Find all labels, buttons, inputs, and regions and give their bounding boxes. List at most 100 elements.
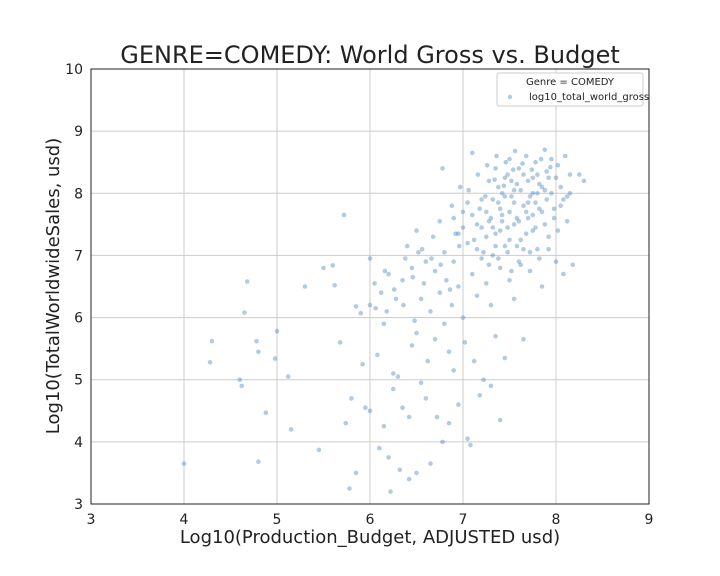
legend-title: Genre = COMEDY <box>526 77 615 88</box>
data-points <box>181 147 587 494</box>
scatter-point <box>256 349 261 355</box>
scatter-point <box>549 156 554 162</box>
scatter-point <box>497 228 503 233</box>
scatter-point <box>493 243 498 249</box>
scatter-point <box>449 203 455 208</box>
y-tick-label: 5 <box>74 373 83 389</box>
scatter-point <box>497 417 503 423</box>
scatter-point <box>377 445 382 451</box>
scatter-point <box>501 183 507 189</box>
y-tick-label: 7 <box>74 248 83 264</box>
scatter-point <box>503 159 509 165</box>
scatter-point <box>505 225 510 230</box>
scatter-point <box>527 250 533 255</box>
scatter-point <box>363 405 368 411</box>
scatter-point <box>490 197 496 202</box>
scatter-point <box>549 191 554 196</box>
scatter-point <box>514 181 520 187</box>
scatter-point <box>518 237 523 243</box>
scatter-point <box>514 215 520 221</box>
scatter-point <box>465 200 470 205</box>
scatter-point <box>373 306 378 311</box>
scatter-point <box>456 402 461 407</box>
x-axis-label: Log10(Production_Budget, ADJUSTED usd) <box>180 527 560 548</box>
scatter-point <box>567 191 573 196</box>
scatter-point <box>451 259 457 264</box>
scatter-point <box>481 377 486 383</box>
scatter-point <box>555 228 561 233</box>
scatter-point <box>527 268 533 274</box>
scatter-point <box>525 215 531 221</box>
scatter-point <box>470 212 475 218</box>
scatter-point <box>507 156 512 162</box>
scatter-point <box>347 486 352 491</box>
scatter-point <box>414 470 419 476</box>
scatter-point <box>516 259 522 264</box>
scatter-point <box>533 200 538 205</box>
scatter-point <box>496 200 501 205</box>
y-tick-label: 3 <box>74 497 83 513</box>
scatter-point <box>456 284 461 289</box>
scatter-point <box>442 321 447 327</box>
scatter-point <box>525 200 531 205</box>
scatter-point <box>440 166 445 171</box>
scatter-point <box>483 194 488 199</box>
scatter-point <box>367 408 373 414</box>
scatter-point <box>409 343 415 348</box>
scatter-point <box>486 262 492 268</box>
scatter-point <box>384 309 390 314</box>
scatter-point <box>484 209 489 215</box>
scatter-point <box>456 231 461 236</box>
scatter-point <box>490 253 496 258</box>
scatter-point <box>425 358 431 364</box>
scatter-point <box>470 271 475 277</box>
scatter-point <box>493 333 498 339</box>
scatter-point <box>544 169 549 174</box>
scatter-point <box>521 172 526 177</box>
scatter-point <box>494 153 499 159</box>
chart-title: GENRE=COMEDY: World Gross vs. Budget <box>120 41 620 69</box>
scatter-point <box>391 371 396 376</box>
scatter-point <box>418 380 424 386</box>
scatter-point <box>418 296 424 302</box>
scatter-point <box>523 209 529 215</box>
scatter-point <box>488 302 494 308</box>
x-tick-label: 3 <box>87 512 96 528</box>
scatter-point <box>401 302 406 308</box>
scatter-point <box>386 271 391 277</box>
scatter-point <box>181 461 187 466</box>
scatter-point <box>516 166 522 171</box>
scatter-point <box>391 287 397 292</box>
scatter-point <box>272 356 278 361</box>
scatter-point <box>505 172 510 177</box>
scatter-point <box>535 172 540 177</box>
scatter-point <box>530 212 536 218</box>
scatter-point <box>416 250 421 255</box>
scatter-point <box>381 321 387 327</box>
scatter-point <box>516 219 522 224</box>
scatter-point <box>544 197 549 202</box>
scatter-point <box>511 222 517 227</box>
scatter-point <box>406 414 412 420</box>
scatter-point <box>438 262 444 268</box>
scatter-point <box>341 212 347 218</box>
scatter-point <box>360 361 365 367</box>
scatter-point <box>428 309 433 314</box>
scatter-point <box>539 184 545 190</box>
scatter-point <box>382 268 388 274</box>
scatter-point <box>400 278 405 283</box>
scatter-point <box>410 274 416 280</box>
x-tick-label: 4 <box>180 512 189 528</box>
scatter-point <box>470 150 475 156</box>
scatter-point <box>492 177 497 182</box>
scatter-point <box>397 467 403 473</box>
scatter-point <box>499 191 505 196</box>
scatter-point <box>367 302 373 308</box>
scatter-point <box>542 187 548 193</box>
scatter-point <box>523 231 529 236</box>
scatter-point <box>444 278 449 283</box>
scatter-point <box>509 178 514 184</box>
scatter-point <box>527 194 533 199</box>
scatter-point <box>332 283 338 288</box>
